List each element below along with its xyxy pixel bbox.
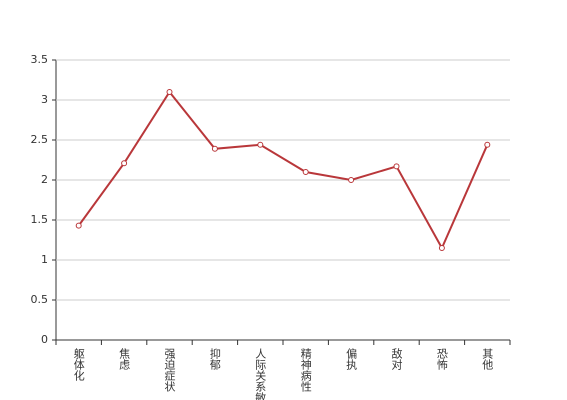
y-tick-label: 3	[41, 93, 48, 106]
x-tick-label: 抑郁	[208, 347, 221, 370]
y-tick-label: 2	[41, 173, 48, 186]
x-tick-label: 焦虑	[118, 348, 131, 370]
point	[302, 169, 309, 175]
x-tick-label: 敌对	[390, 347, 403, 370]
point	[484, 141, 491, 148]
x-tick-label: 强迫症状	[163, 348, 176, 392]
y-tick-label: 1.5	[31, 213, 49, 226]
line	[77, 90, 489, 251]
point	[75, 222, 82, 229]
y-tick-label: 2.5	[31, 133, 49, 146]
point	[393, 163, 400, 170]
point	[166, 89, 173, 95]
y-tick-label: 0.5	[31, 293, 49, 306]
point	[348, 177, 355, 183]
x-tick-label: 人际关系敏感	[254, 348, 267, 400]
point	[121, 160, 128, 167]
x-tick-label: 精神病性	[299, 348, 312, 393]
point	[438, 245, 445, 251]
y-tick-label: 0	[41, 333, 48, 346]
y-tick-label: 1	[41, 253, 48, 266]
point	[257, 141, 264, 148]
point	[211, 145, 218, 152]
x-tick-label: 其他	[481, 348, 494, 370]
y-tick-label: 3.5	[31, 53, 49, 66]
x-tick-label: 偏执	[345, 347, 358, 371]
x-tick-label: 躯体化	[72, 348, 85, 382]
x-tick-label: 恐怖	[435, 348, 448, 370]
